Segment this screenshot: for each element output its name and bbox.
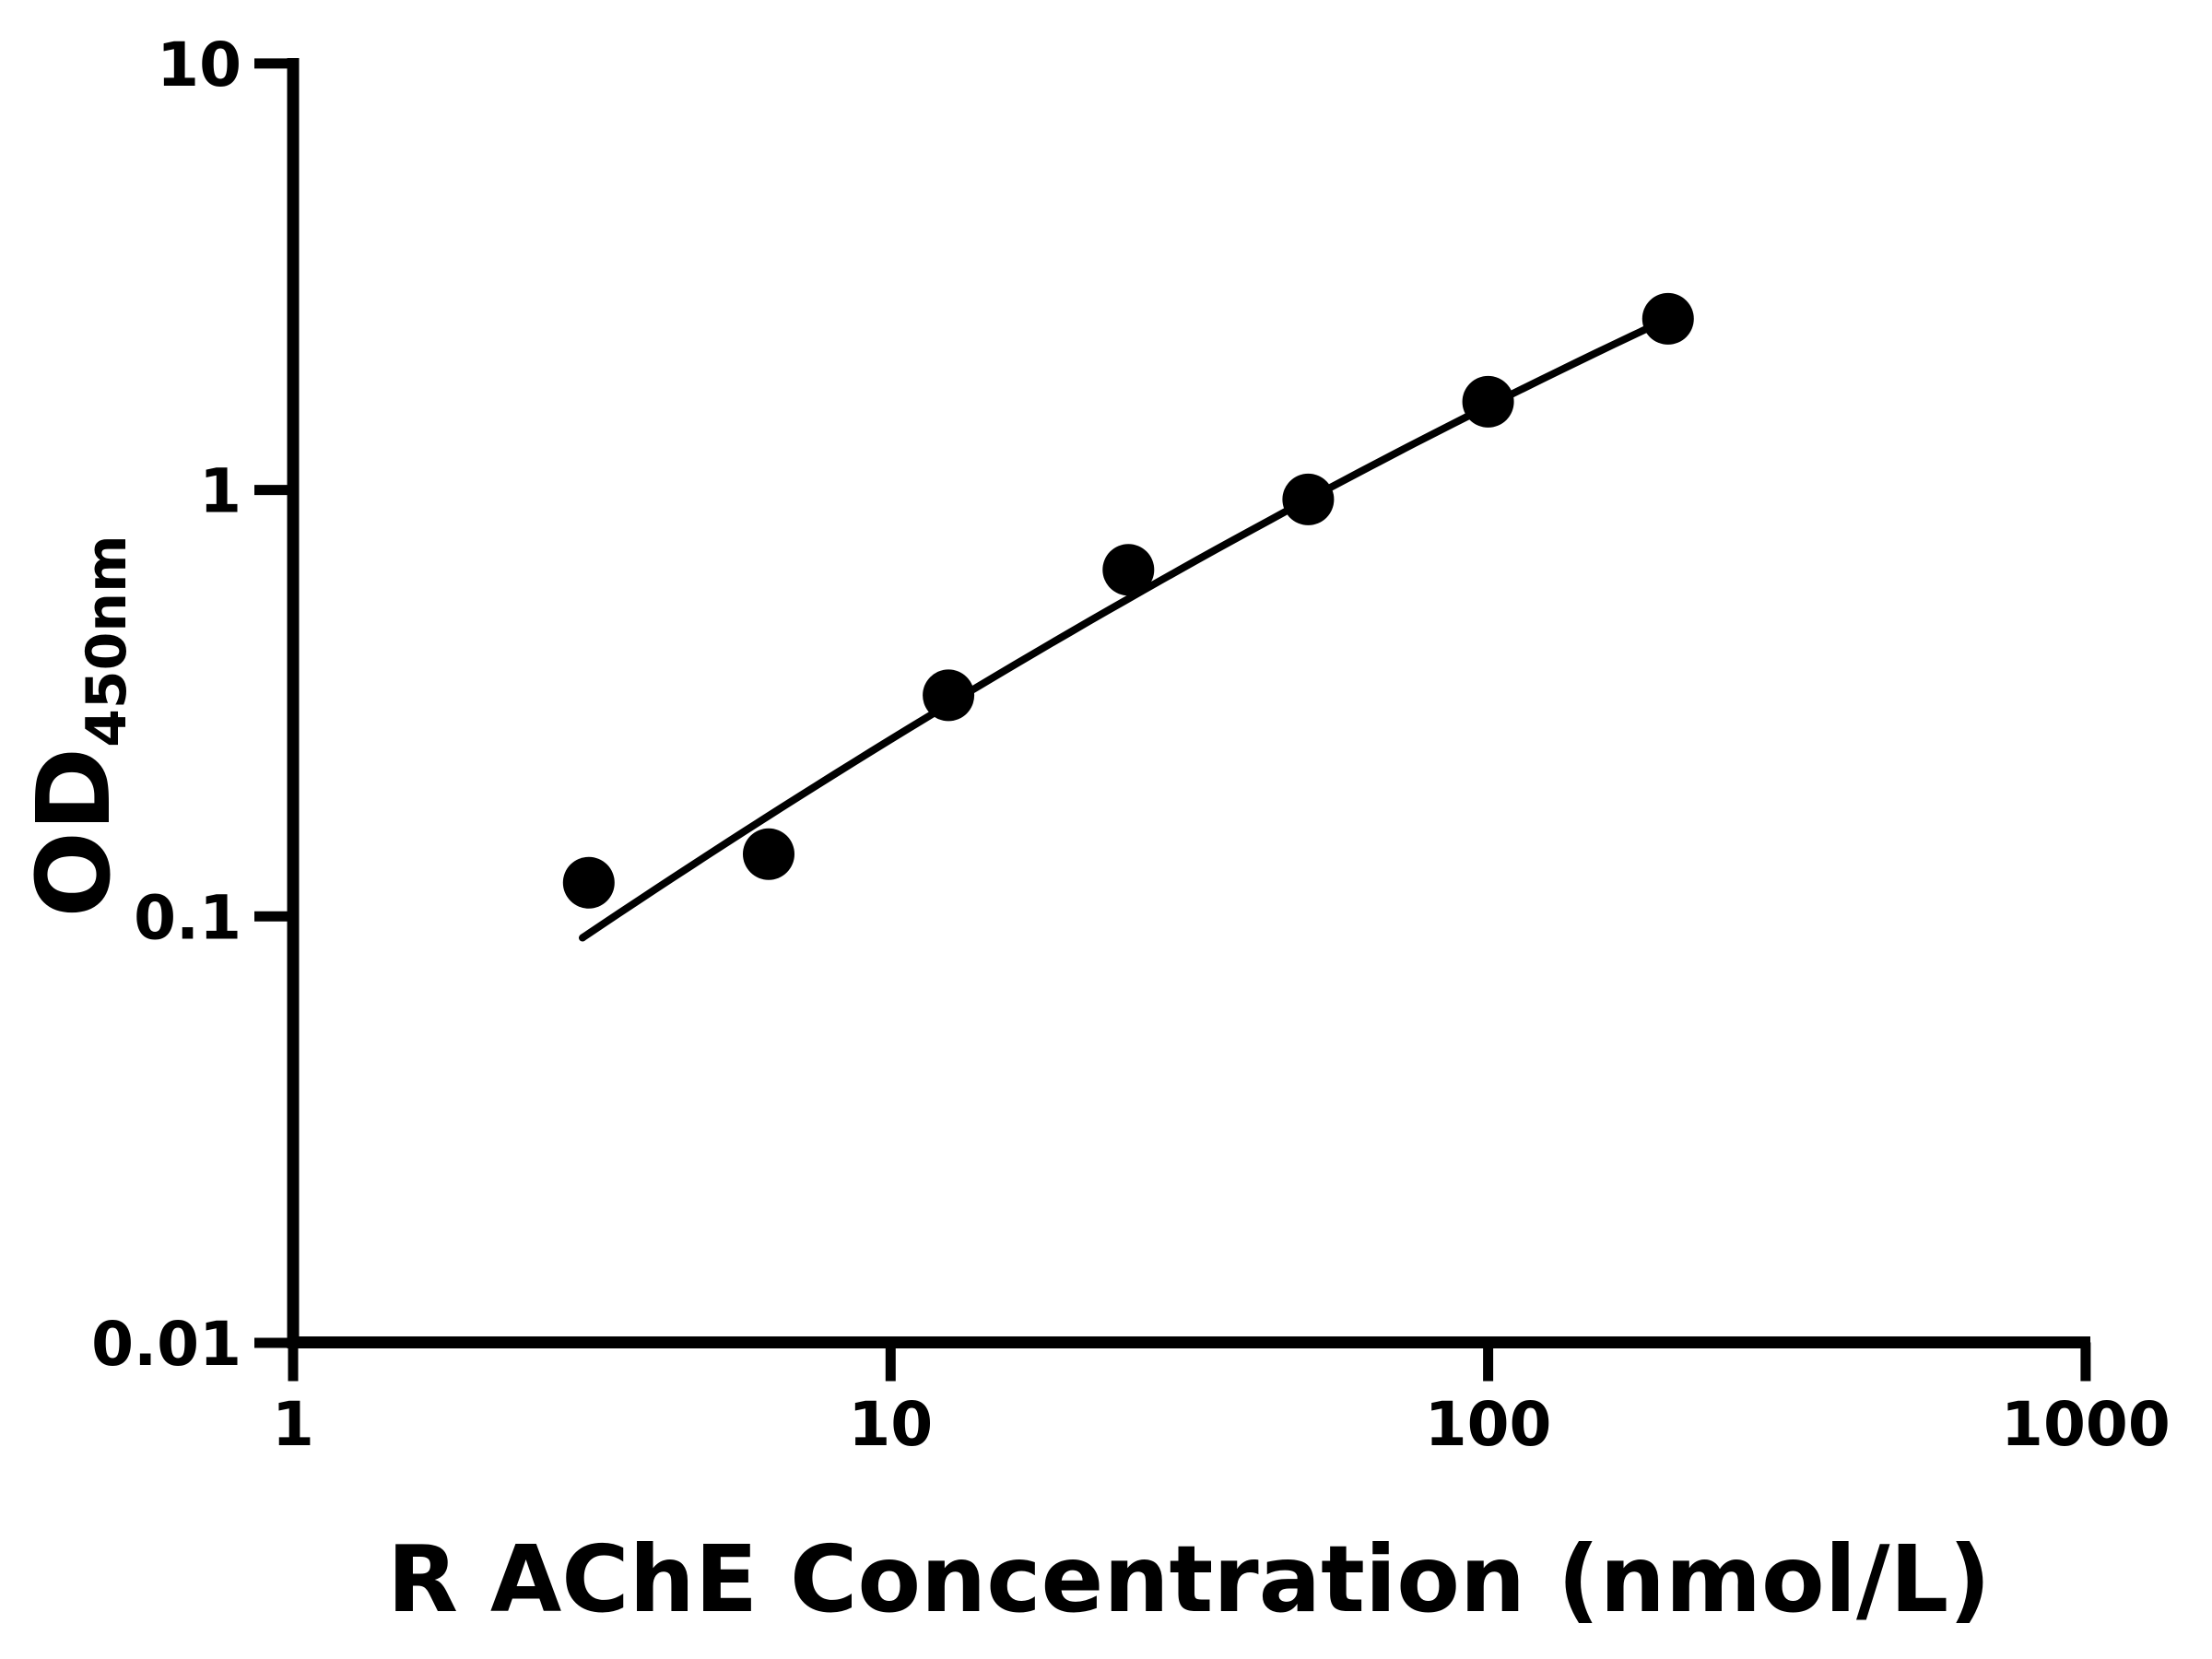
y-tick-label: 1: [199, 456, 241, 527]
data-point: [923, 669, 975, 722]
data-point: [743, 828, 794, 880]
x-tick-label: 100: [1425, 1389, 1552, 1460]
y-tick-label: 10: [157, 29, 241, 100]
data-point: [562, 856, 615, 909]
x-tick-label: 1: [272, 1389, 314, 1460]
data-point: [1462, 375, 1514, 428]
data-point: [1641, 292, 1694, 345]
axes: 1 10 100 1000 0.01 0.1 1 10: [91, 29, 2171, 1460]
data-point: [1102, 544, 1155, 596]
x-tick-label: 10: [848, 1389, 933, 1460]
y-tick-label: 0.01: [91, 1309, 241, 1380]
data-points: [562, 292, 1694, 909]
y-tick-label: 0.1: [134, 882, 241, 953]
y-axis-label-main: OD: [15, 747, 133, 918]
x-tick-label: 1000: [2001, 1389, 2171, 1460]
y-axis-label: OD450nm: [15, 535, 139, 917]
data-point: [1282, 473, 1335, 525]
y-axis-label-subscript: 450nm: [75, 535, 139, 747]
x-axis-label: R AChE Concentration (nmol/L): [387, 1525, 1991, 1633]
